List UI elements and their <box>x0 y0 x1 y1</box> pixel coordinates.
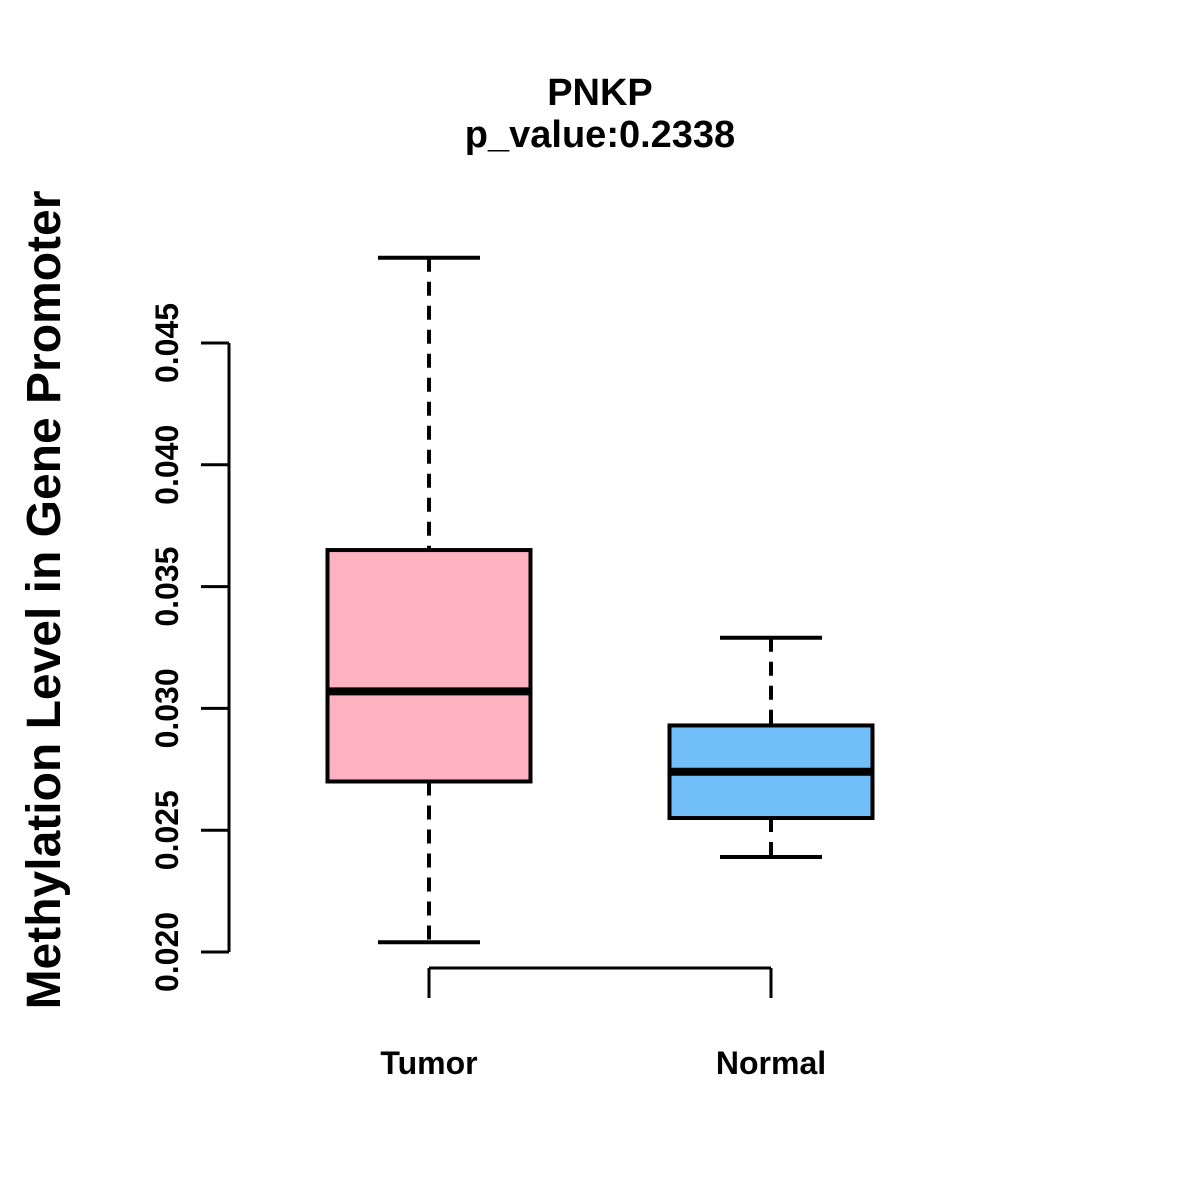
chart-title: PNKP <box>547 72 653 114</box>
y-axis-label: Methylation Level in Gene Promoter <box>18 191 71 1010</box>
y-axis-tick-label: 0.025 <box>149 790 185 870</box>
chart-subtitle: p_value:0.2338 <box>465 114 735 156</box>
boxes-layer <box>325 255 875 945</box>
y-axis-tick-label: 0.045 <box>149 303 185 383</box>
x-axis-label-tumor: Tumor <box>380 1045 477 1081</box>
box-tumor <box>325 548 533 784</box>
x-axis <box>427 966 773 998</box>
y-axis-tick-label: 0.040 <box>149 425 185 505</box>
y-axis-tick-label: 0.020 <box>149 912 185 992</box>
y-axis: 0.020 0.025 0.030 0.035 0.040 0.045 <box>149 303 231 992</box>
x-axis-label-normal: Normal <box>716 1045 826 1081</box>
y-axis-tick-label: 0.030 <box>149 668 185 748</box>
y-axis-tick-label: 0.035 <box>149 547 185 627</box>
x-axis-labels: Tumor Normal <box>380 1045 826 1081</box>
